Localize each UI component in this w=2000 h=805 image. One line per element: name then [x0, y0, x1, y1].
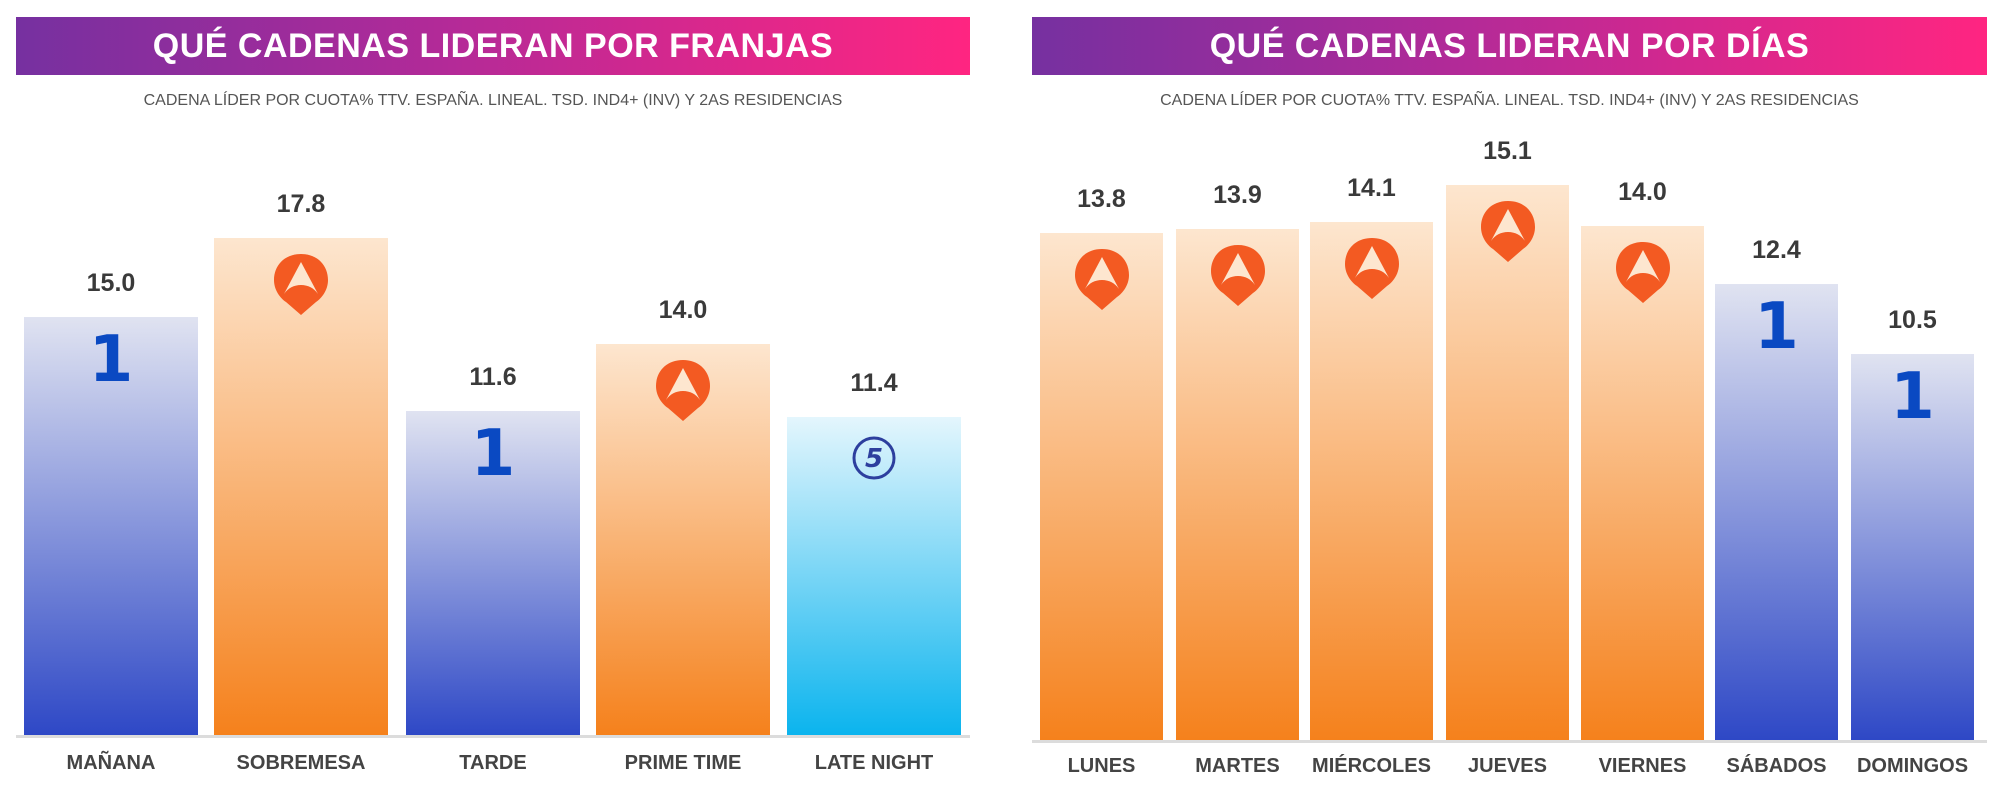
- value-label: 13.8: [1077, 184, 1126, 213]
- value-label: 11.4: [850, 368, 898, 397]
- value-label: 17.8: [276, 190, 326, 219]
- telecinco-logo-icon: 5: [851, 435, 897, 486]
- category-label: MAÑANA: [66, 752, 156, 774]
- antena3-logo-icon: [272, 252, 330, 321]
- x-axis-line: [1032, 740, 1987, 743]
- value-label: 14.0: [1618, 177, 1667, 206]
- category-label: LUNES: [1067, 755, 1136, 777]
- chart-subtitle: CADENA LÍDER POR CUOTA% TTV. ESPAÑA. LIN…: [1160, 92, 1859, 109]
- value-label: 14.1: [1347, 173, 1396, 202]
- antena3-logo-icon: [654, 358, 712, 427]
- bar-tarde: 1: [406, 411, 580, 735]
- bar-viernes: [1581, 225, 1704, 740]
- svg-text:5: 5: [865, 444, 883, 474]
- category-label: TARDE: [459, 752, 527, 774]
- x-axis-line: [16, 735, 970, 738]
- value-label: 10.5: [1888, 306, 1937, 335]
- antena3-logo-icon: [1209, 243, 1267, 312]
- antena3-logo-icon: [1479, 199, 1537, 268]
- chart-title: QUÉ CADENAS LIDERAN POR DÍAS: [1032, 17, 1987, 75]
- bar-miércoles: [1310, 221, 1433, 740]
- category-label: DOMINGOS: [1856, 755, 1969, 777]
- bar-martes: [1176, 229, 1299, 740]
- bar-jueves: [1446, 185, 1569, 740]
- bars-area: 1 15.0 MAÑANA 17.8 SOBREMESA 1 11.6 TARDE 14.0 PR…: [16, 0, 970, 805]
- antena3-logo-icon: [1343, 236, 1401, 305]
- bar-lunes: [1040, 232, 1163, 740]
- category-label: VIERNES: [1598, 755, 1687, 777]
- bar-sábados: 1: [1715, 284, 1838, 740]
- la1-logo-icon: 1: [1890, 360, 1935, 435]
- antena3-logo-icon: [1614, 240, 1672, 309]
- category-label: PRIME TIME: [624, 752, 742, 774]
- value-label: 11.6: [469, 363, 517, 392]
- antena3-logo-icon: [1073, 247, 1131, 316]
- category-label: LATE NIGHT: [814, 752, 934, 774]
- bar-domingos: 1: [1851, 354, 1974, 740]
- la1-logo-icon: 1: [470, 417, 516, 492]
- bar-mañana: 1: [24, 316, 198, 735]
- category-label: MIÉRCOLES: [1312, 755, 1431, 777]
- value-label: 12.4: [1752, 236, 1801, 265]
- la1-logo-icon: 1: [1754, 290, 1799, 365]
- bars-area: 13.8 LUNES 13.9 MARTES 14.1 MIÉRCOLES 15.1 JUEV…: [1032, 0, 1987, 805]
- chart-franjas: QUÉ CADENAS LIDERAN POR FRANJAS CADENA L…: [16, 0, 970, 805]
- bar-sobremesa: [214, 238, 388, 735]
- category-label: SÁBADOS: [1726, 755, 1827, 777]
- value-label: 15.1: [1483, 137, 1532, 166]
- chart-subtitle: CADENA LÍDER POR CUOTA% TTV. ESPAÑA. LIN…: [143, 92, 843, 109]
- category-label: MARTES: [1195, 755, 1280, 777]
- bar-late-night: 5: [787, 416, 961, 735]
- chart-dias: QUÉ CADENAS LIDERAN POR DÍAS CADENA LÍDE…: [1032, 0, 1987, 805]
- value-label: 15.0: [86, 268, 136, 297]
- bar-prime-time: [596, 344, 770, 735]
- category-label: JUEVES: [1468, 755, 1547, 777]
- chart-title: QUÉ CADENAS LIDERAN POR FRANJAS: [16, 17, 970, 75]
- la1-logo-icon: 1: [88, 322, 134, 397]
- value-label: 13.9: [1213, 181, 1262, 210]
- category-label: SOBREMESA: [236, 752, 366, 774]
- value-label: 14.0: [658, 296, 708, 325]
